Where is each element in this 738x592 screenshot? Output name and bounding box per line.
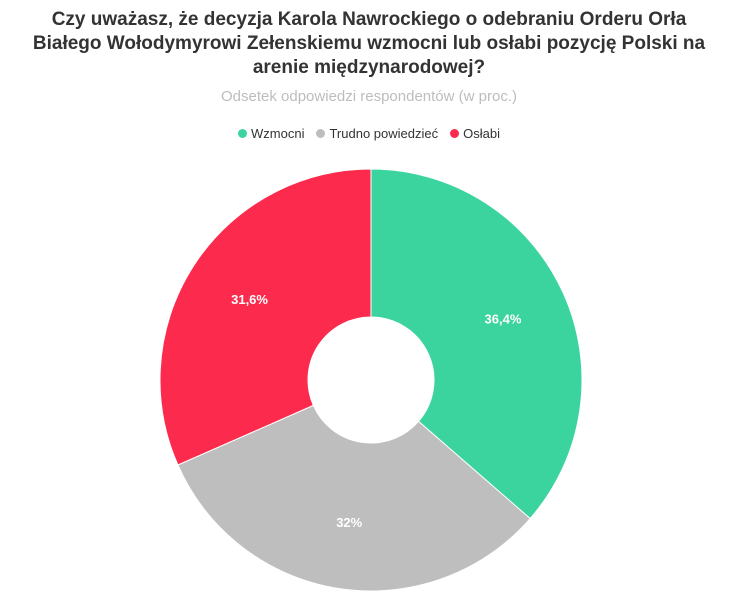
pie-slice-oslabi[interactable]	[159, 168, 372, 466]
pie-slice-trudno-powiedziec[interactable]	[177, 404, 531, 592]
legend-item-wzmocni[interactable]: Wzmocni	[238, 126, 304, 141]
chart-subtitle: Odsetek odpowiedzi respondentów (w proc.…	[221, 88, 517, 105]
data-label-trudno-powiedziec: 32%	[336, 515, 362, 530]
legend-item-trudno-powiedziec[interactable]: Trudno powiedzieć	[316, 126, 438, 141]
legend-label-trudno-powiedziec: Trudno powiedzieć	[329, 126, 439, 141]
legend: Wzmocni Trudno powiedzieć Osłabi	[0, 126, 738, 141]
legend-item-oslabi[interactable]: Osłabi	[450, 126, 500, 141]
legend-swatch-trudno-powiedziec	[316, 129, 326, 138]
pie-slice-wzmocni[interactable]	[370, 168, 583, 520]
chart-title: Czy uważasz, że decyzja Karola Nawrockie…	[32, 9, 706, 78]
legend-swatch-oslabi	[450, 129, 460, 138]
legend-label-oslabi: Osłabi	[463, 126, 500, 141]
data-label-wzmocni: 36,4%	[485, 311, 522, 326]
data-label-oslabi: 31,6%	[231, 292, 268, 307]
legend-label-wzmocni: Wzmocni	[251, 126, 305, 141]
legend-swatch-wzmocni	[238, 129, 248, 138]
